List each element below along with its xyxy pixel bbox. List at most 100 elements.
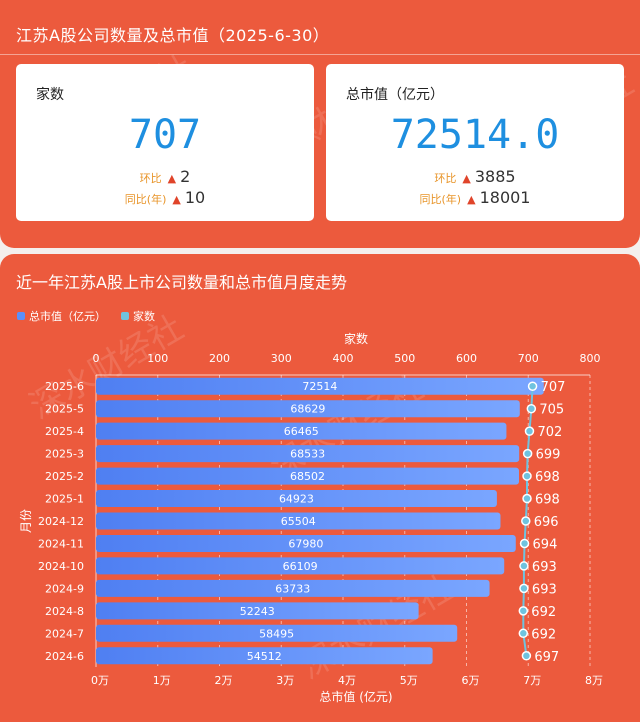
bar-value-label: 58495 — [259, 627, 294, 640]
count-value-label: 692 — [531, 605, 556, 620]
category-label: 2024-8 — [45, 605, 84, 618]
bottom-tick-label: 6万 — [462, 674, 480, 687]
count-value-label: 694 — [533, 537, 558, 552]
top-tick-label: 500 — [394, 352, 415, 365]
up-arrow-icon: ▲ — [172, 193, 181, 206]
count-point — [522, 448, 533, 459]
bar — [96, 557, 505, 575]
bar — [96, 445, 520, 463]
bar-value-label: 68629 — [290, 403, 325, 416]
category-label: 2025-4 — [45, 425, 84, 438]
count-point — [519, 583, 529, 594]
top-tick-label: 0 — [93, 352, 100, 365]
bar-value-label: 66109 — [283, 560, 318, 573]
card-label: 家数 — [36, 87, 64, 103]
category-label: 2025-6 — [45, 380, 84, 393]
category-label: 2024-6 — [45, 650, 84, 663]
page-title: 江苏A股公司数量及总市值（2025-6-30） — [16, 26, 330, 45]
category-label: 2024-9 — [45, 582, 84, 595]
bottom-tick-label: 0万 — [91, 674, 109, 687]
card-label: 总市值（亿元） — [346, 87, 444, 103]
count-point — [522, 493, 532, 504]
chart-panel — [0, 254, 640, 722]
count-point — [518, 628, 529, 639]
count-point — [519, 561, 529, 571]
count-point — [521, 516, 531, 526]
yoy-change: 同比(年) ▲ 10 — [16, 188, 314, 207]
bottom-tick-label: 8万 — [585, 674, 603, 687]
mom-label: 环比 — [434, 172, 457, 185]
count-value-label: 705 — [539, 403, 564, 418]
bar-value-label: 67980 — [288, 537, 323, 550]
bottom-tick-label: 2万 — [215, 674, 233, 687]
bar — [96, 579, 490, 597]
count-point — [519, 538, 530, 549]
category-label: 2024-7 — [45, 627, 84, 640]
bottom-tick-label: 4万 — [338, 674, 356, 687]
mom-change: 环比 ▲ 2 — [16, 167, 314, 186]
company-count-card: 家数 707 环比 ▲ 2 同比(年) ▲ 10 — [16, 64, 314, 221]
count-value-label: 697 — [534, 650, 559, 665]
yoy-label: 同比(年) — [419, 193, 462, 206]
bar — [96, 422, 507, 440]
count-value-label: 699 — [536, 448, 561, 463]
top-tick-label: 700 — [518, 352, 539, 365]
card-value: 707 — [128, 112, 202, 158]
mom-value: 2 — [180, 167, 191, 186]
yoy-change: 同比(年) ▲ 18001 — [326, 188, 624, 207]
bar — [96, 602, 419, 620]
bar — [96, 377, 544, 395]
top-tick-label: 600 — [456, 352, 477, 365]
bar — [96, 647, 433, 665]
count-point — [526, 403, 537, 414]
y-axis-title: 月份 — [19, 509, 33, 533]
mom-value: 3885 — [474, 167, 516, 186]
count-value-label: 702 — [537, 425, 562, 440]
count-value-label: 696 — [534, 515, 559, 530]
bottom-tick-label: 5万 — [400, 674, 418, 687]
mom-label: 环比 — [139, 172, 162, 185]
mom-change: 环比 ▲ 3885 — [326, 167, 624, 186]
yoy-value: 18001 — [479, 188, 531, 207]
chart-title: 近一年江苏A股上市公司数量和总市值月度走势 — [16, 273, 347, 292]
category-label: 2024-12 — [38, 515, 84, 528]
yoy-label: 同比(年) — [124, 193, 167, 206]
market-cap-card: 总市值（亿元） 72514.0 环比 ▲ 3885 同比(年) ▲ 18001 — [326, 64, 624, 221]
count-point — [518, 606, 529, 616]
count-point — [522, 471, 532, 481]
bar-value-label: 65504 — [281, 515, 316, 528]
count-value-label: 698 — [535, 470, 560, 485]
category-label: 2024-10 — [38, 560, 84, 573]
count-point — [527, 381, 538, 391]
up-arrow-icon: ▲ — [167, 172, 177, 185]
legend-swatch — [121, 312, 129, 320]
legend-item-count[interactable]: 家数 — [121, 309, 155, 323]
bar-value-label: 63733 — [275, 582, 310, 595]
bottom-tick-label: 3万 — [276, 674, 294, 687]
bar-value-label: 64923 — [279, 493, 314, 506]
category-label: 2025-2 — [45, 470, 84, 483]
bottom-tick-label: 1万 — [153, 674, 171, 687]
bar — [96, 490, 497, 508]
bottom-axis-title: 总市值 (亿元) — [319, 689, 392, 704]
count-value-label: 707 — [541, 380, 566, 395]
bar-value-label: 52243 — [240, 605, 275, 618]
top-axis-title: 家数 — [344, 331, 368, 346]
legend-label: 总市值（亿元） — [29, 310, 106, 323]
bar — [96, 512, 501, 530]
bar — [96, 534, 516, 552]
category-label: 2024-11 — [38, 537, 84, 550]
bottom-tick-label: 7万 — [523, 674, 541, 687]
legend-label: 家数 — [133, 310, 155, 323]
top-tick-label: 100 — [147, 352, 168, 365]
count-value-label: 698 — [535, 493, 560, 508]
bar-value-label: 68533 — [290, 448, 325, 461]
count-point — [524, 426, 535, 436]
count-point — [521, 651, 532, 661]
category-label: 2025-1 — [45, 493, 84, 506]
legend-item-market-cap[interactable]: 总市值（亿元） — [17, 309, 106, 323]
bar — [96, 624, 458, 642]
count-value-label: 692 — [531, 627, 556, 642]
count-value-label: 693 — [532, 582, 557, 597]
